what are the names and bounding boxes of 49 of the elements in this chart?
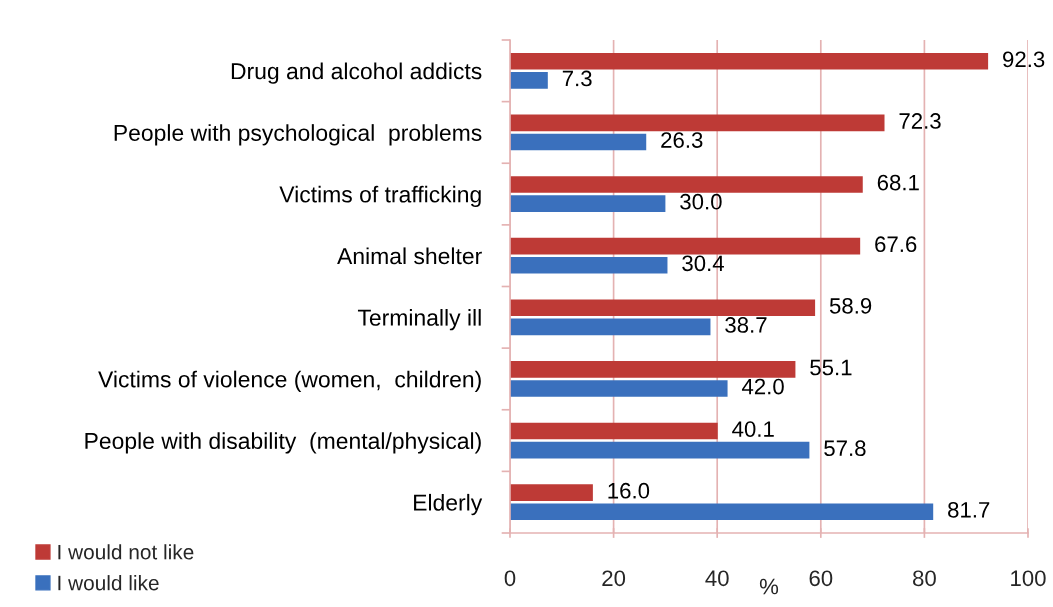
data-label: 7.3: [562, 70, 592, 87]
bar: [510, 299, 816, 317]
data-label: 58.9: [829, 297, 872, 314]
y-tick-label: People with psychological problems: [114, 124, 482, 146]
bar: [510, 52, 989, 70]
bar: [510, 503, 934, 521]
bar: [510, 318, 711, 336]
data-label: 72.3: [899, 113, 941, 129]
y-tick-label: Animal shelter: [337, 247, 482, 265]
data-label: 42.0: [741, 378, 784, 395]
data-label: 68.1: [877, 174, 919, 191]
y-tick-label: Drug and alcohol addicts: [231, 62, 482, 84]
x-axis-title: %: [759, 578, 779, 595]
data-label: 57.8: [824, 440, 866, 457]
data-label: 16.0: [608, 482, 650, 499]
data-label: 26.3: [661, 132, 703, 148]
bar: [510, 256, 668, 274]
y-tick-label: Terminally ill: [357, 309, 481, 331]
legend-label: I would like: [58, 575, 159, 591]
bar: [510, 441, 810, 459]
data-label: 81.7: [948, 501, 990, 518]
data-label: 55.1: [810, 359, 852, 376]
bar: [510, 361, 796, 378]
bar: [510, 237, 861, 255]
y-tick-label: Victims of violence (women, children): [98, 370, 481, 392]
data-label: 67.6: [875, 236, 917, 253]
legend-label: I would not like: [58, 544, 194, 560]
x-tick-label: 60: [809, 570, 833, 587]
data-label: 30.4: [682, 255, 724, 272]
bar: [510, 72, 548, 89]
data-label: 40.1: [732, 421, 774, 437]
y-tick-label: People with disability (mental/physical): [85, 432, 481, 454]
bar: [510, 422, 718, 440]
y-tick-label: Elderly: [414, 493, 483, 516]
bar: [510, 484, 593, 501]
bar: [510, 195, 666, 212]
bar: [510, 133, 647, 151]
y-tick-label: Victims of trafficking: [279, 185, 481, 208]
bar: [510, 176, 863, 193]
data-label: 92.3: [1003, 51, 1045, 68]
x-tick-label: 80: [913, 570, 936, 587]
x-tick-label: 20: [602, 570, 626, 587]
x-tick-label: 100: [1011, 570, 1046, 587]
x-tick-label: 40: [705, 570, 729, 587]
data-label: 30.0: [680, 193, 722, 210]
x-tick-label: 0: [504, 570, 516, 587]
bar: [510, 380, 728, 397]
data-label: 38.7: [725, 317, 767, 333]
bar: [510, 114, 885, 132]
